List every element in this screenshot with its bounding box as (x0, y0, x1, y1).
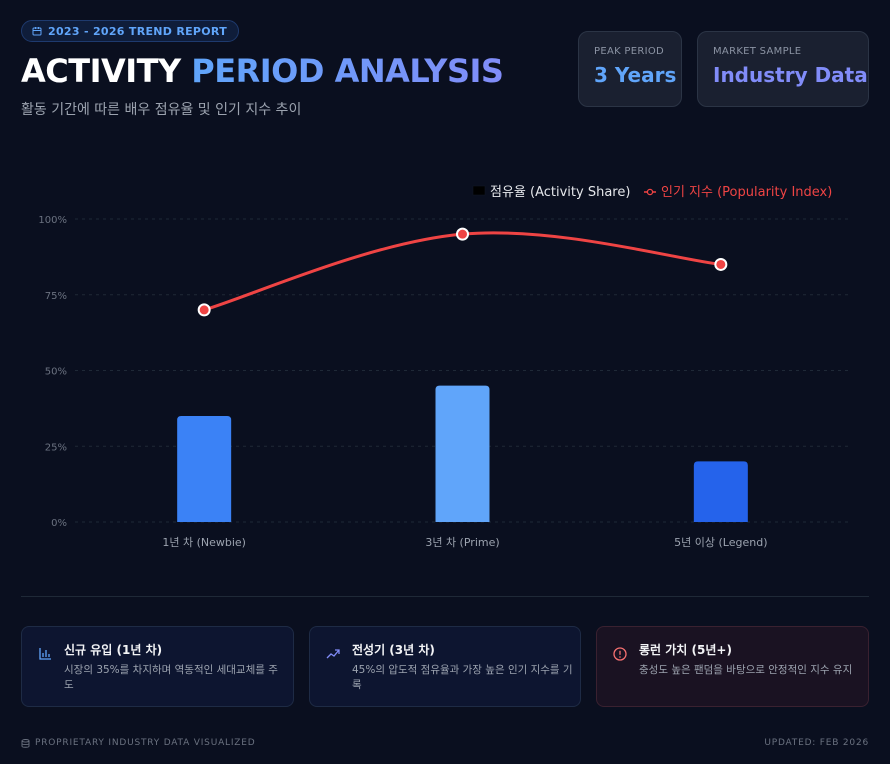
line-point (714, 257, 728, 271)
card-description: 45%의 압도적 점유율과 가장 높은 인기 지수를 기록 (352, 664, 573, 691)
x-tick-label: 1년 차 (Newbie) (162, 536, 246, 549)
title-part1: ACTIVITY (21, 52, 181, 90)
insight-card-legend: 롱런 가치 (5년+) 충성도 높은 팬덤을 바탕으로 안정적인 지수 유지 (596, 626, 869, 707)
stat-market-sample: MARKET SAMPLE Industry Data (697, 31, 869, 107)
x-tick-label: 5년 이상 (Legend) (674, 536, 767, 549)
bar (693, 461, 748, 522)
page-subtitle: 활동 기간에 따른 배우 점유율 및 인기 지수 추이 (21, 102, 302, 118)
legend-line-marker (646, 188, 654, 196)
trending-up-icon (326, 649, 340, 659)
footer-source: PROPRIETARY INDUSTRY DATA VISUALIZED (21, 738, 256, 748)
legend-bar-label: 점유율 (Activity Share) (490, 185, 630, 200)
bar-chart-icon (39, 648, 51, 660)
stat-label: MARKET SAMPLE (713, 46, 802, 57)
y-tick-label: 100% (38, 215, 67, 226)
insight-card-newbie: 신규 유입 (1년 차) 시장의 35%를 차지하며 역동적인 세대교체를 주도 (21, 626, 294, 707)
calendar-icon (32, 27, 42, 36)
bar (435, 385, 490, 522)
y-tick-label: 50% (45, 367, 67, 378)
bar (177, 415, 232, 522)
activity-chart: 점유율 (Activity Share) 인기 지수 (Popularity I… (38, 185, 850, 549)
stat-label: PEAK PERIOD (594, 46, 665, 57)
insight-card-prime: 전성기 (3년 차) 45%의 압도적 점유율과 가장 높은 인기 지수를 기록 (309, 626, 581, 707)
stat-value: Industry Data (713, 63, 868, 87)
y-tick-label: 75% (45, 291, 67, 302)
line-point (197, 303, 211, 317)
stat-peak-period: PEAK PERIOD 3 Years (578, 31, 682, 107)
page-title: ACTIVITY PERIOD ANALYSIS (21, 52, 504, 90)
card-title: 롱런 가치 (5년+) (639, 643, 732, 657)
card-title: 신규 유입 (1년 차) (64, 643, 163, 657)
title-part2: PERIOD ANALYSIS (191, 52, 504, 90)
badge-text: 2023 - 2026 TREND REPORT (48, 24, 228, 38)
y-tick-label: 0% (51, 518, 67, 529)
legend-bar-swatch (472, 185, 486, 196)
footer-left-text: PROPRIETARY INDUSTRY DATA VISUALIZED (35, 738, 256, 748)
section-divider (21, 596, 869, 597)
popularity-line (202, 231, 723, 312)
y-tick-label: 25% (45, 442, 67, 453)
card-description: 시장의 35%를 차지하며 역동적인 세대교체를 주도 (64, 664, 278, 691)
stat-value: 3 Years (594, 63, 677, 87)
report-badge: 2023 - 2026 TREND REPORT (21, 20, 240, 42)
line-point (456, 227, 469, 241)
legend-line-label: 인기 지수 (Popularity Index) (661, 185, 832, 200)
x-tick-label: 3년 차 (Prime) (425, 536, 499, 549)
alert-circle-icon (613, 647, 627, 661)
database-icon (21, 738, 30, 748)
footer-updated: UPDATED: FEB 2026 (764, 738, 869, 748)
card-title: 전성기 (3년 차) (352, 643, 435, 657)
card-description: 충성도 높은 팬덤을 바탕으로 안정적인 지수 유지 (639, 664, 853, 676)
chart-legend: 점유율 (Activity Share) 인기 지수 (Popularity I… (472, 185, 832, 200)
